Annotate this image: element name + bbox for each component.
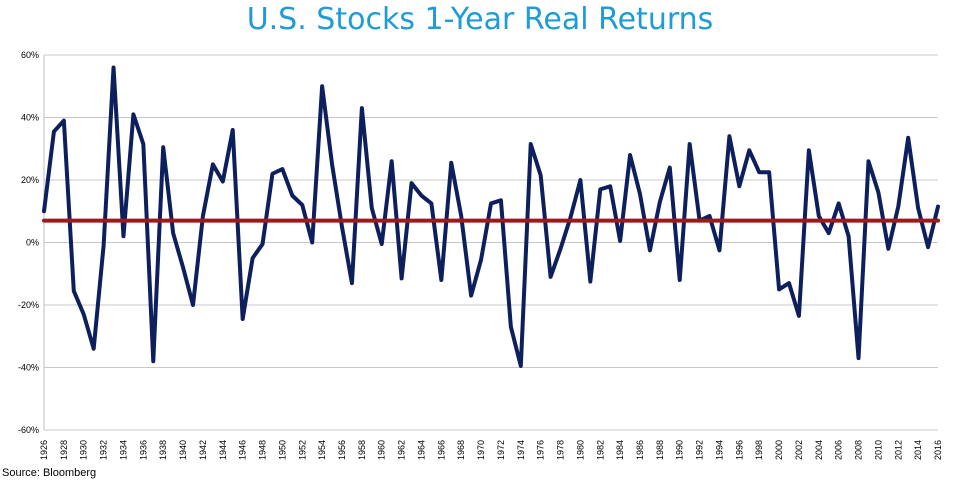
x-tick-label: 1996 (734, 440, 744, 460)
chart-title: U.S. Stocks 1-Year Real Returns (246, 2, 714, 37)
x-tick-label: 1966 (436, 440, 446, 460)
x-tick-label: 1956 (337, 440, 347, 460)
x-tick-label: 2008 (854, 440, 864, 460)
x-tick-label: 1926 (39, 440, 49, 460)
x-tick-label: 1940 (178, 440, 188, 460)
x-tick-label: 1964 (416, 440, 426, 460)
x-tick-label: 2010 (873, 440, 883, 460)
y-tick-label: 60% (21, 50, 39, 60)
x-tick-label: 1980 (575, 440, 585, 460)
x-axis-tick-labels: 1926 1928 1930 1932 1934 1936 1938 1940 1942 1944… (39, 440, 943, 460)
x-tick-label: 1984 (615, 440, 625, 460)
grid-lines (44, 54, 938, 431)
x-tick-label: 2002 (794, 440, 804, 460)
x-tick-label: 1948 (258, 440, 268, 460)
y-axis-tick-labels: 60% 40% 20% 0% -20% -40% -60% (18, 50, 39, 435)
x-tick-label: 1962 (397, 440, 407, 460)
x-tick-label: 2014 (913, 440, 923, 460)
x-tick-label: 1936 (138, 440, 148, 460)
x-tick-label: 1990 (675, 440, 685, 460)
x-tick-label: 1928 (59, 440, 69, 460)
x-tick-label: 1978 (556, 440, 566, 460)
x-tick-label: 1952 (297, 440, 307, 460)
x-tick-label: 1974 (516, 440, 526, 460)
x-tick-label: 1986 (635, 440, 645, 460)
x-tick-label: 1970 (476, 440, 486, 460)
x-tick-label: 1998 (754, 440, 764, 460)
x-tick-label: 1992 (695, 440, 705, 460)
x-tick-label: 1930 (79, 440, 89, 460)
y-tick-label: 0% (26, 238, 39, 248)
x-tick-label: 1938 (158, 440, 168, 460)
x-tick-label: 2004 (814, 440, 824, 460)
x-tick-label: 1932 (99, 440, 109, 460)
x-tick-label: 1960 (377, 440, 387, 460)
x-tick-label: 1950 (277, 440, 287, 460)
x-tick-label: 1976 (536, 440, 546, 460)
y-tick-label: 40% (21, 113, 39, 123)
x-tick-label: 1972 (496, 440, 506, 460)
y-tick-label: -40% (18, 363, 39, 373)
x-tick-label: 1968 (456, 440, 466, 460)
x-tick-label: 2016 (933, 440, 943, 460)
source-note: Source: Bloomberg (2, 467, 97, 479)
x-tick-label: 1946 (238, 440, 248, 460)
returns-series-line (42, 65, 940, 368)
x-tick-label: 1988 (655, 440, 665, 460)
x-tick-label: 1994 (714, 440, 724, 460)
x-tick-label: 2006 (834, 440, 844, 460)
x-tick-label: 1982 (595, 440, 605, 460)
y-tick-label: -20% (18, 300, 39, 310)
x-tick-label: 1954 (317, 440, 327, 460)
x-tick-label: 2000 (774, 440, 784, 460)
x-tick-label: 1942 (198, 440, 208, 460)
x-tick-label: 1934 (118, 440, 128, 460)
series-lines (42, 65, 940, 368)
y-tick-label: -60% (18, 425, 39, 435)
x-tick-label: 1958 (357, 440, 367, 460)
x-tick-label: 2012 (893, 440, 903, 460)
x-tick-label: 1944 (218, 440, 228, 460)
y-tick-label: 20% (21, 175, 39, 185)
